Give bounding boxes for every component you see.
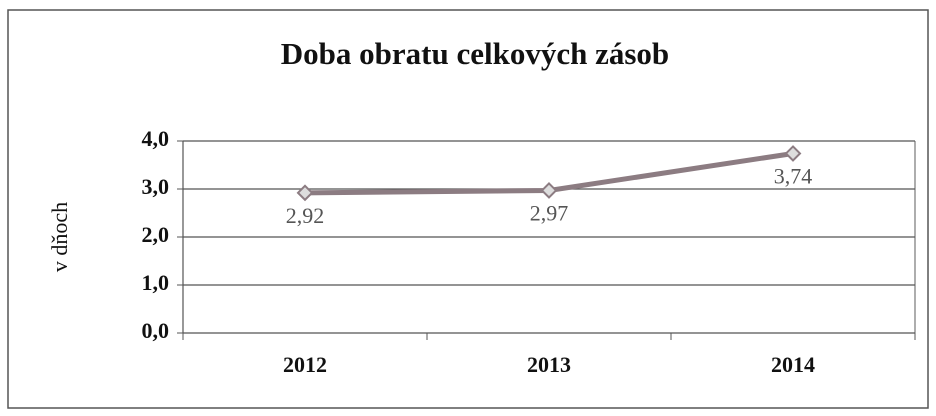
y-tick-label: 1,0: [142, 270, 170, 295]
x-tick-label: 2014: [771, 352, 815, 377]
data-label: 2,92: [286, 203, 325, 228]
y-tick-label: 3,0: [142, 174, 170, 199]
marker: [296, 184, 314, 202]
y-axis-label: v dňoch: [47, 202, 72, 272]
chart-title: Doba obratu celkových zásob: [281, 36, 669, 71]
data-label: 2,97: [530, 200, 569, 225]
x-tick-label: 2013: [527, 352, 571, 377]
y-tick-label: 4,0: [142, 126, 170, 151]
data-label: 3,74: [774, 164, 813, 189]
marker: [784, 145, 802, 162]
y-tick-label: 0,0: [142, 318, 170, 343]
marker: [540, 182, 558, 199]
chart-frame: [7, 9, 929, 409]
y-tick-label: 2,0: [142, 222, 170, 247]
x-tick-label: 2012: [283, 352, 327, 377]
